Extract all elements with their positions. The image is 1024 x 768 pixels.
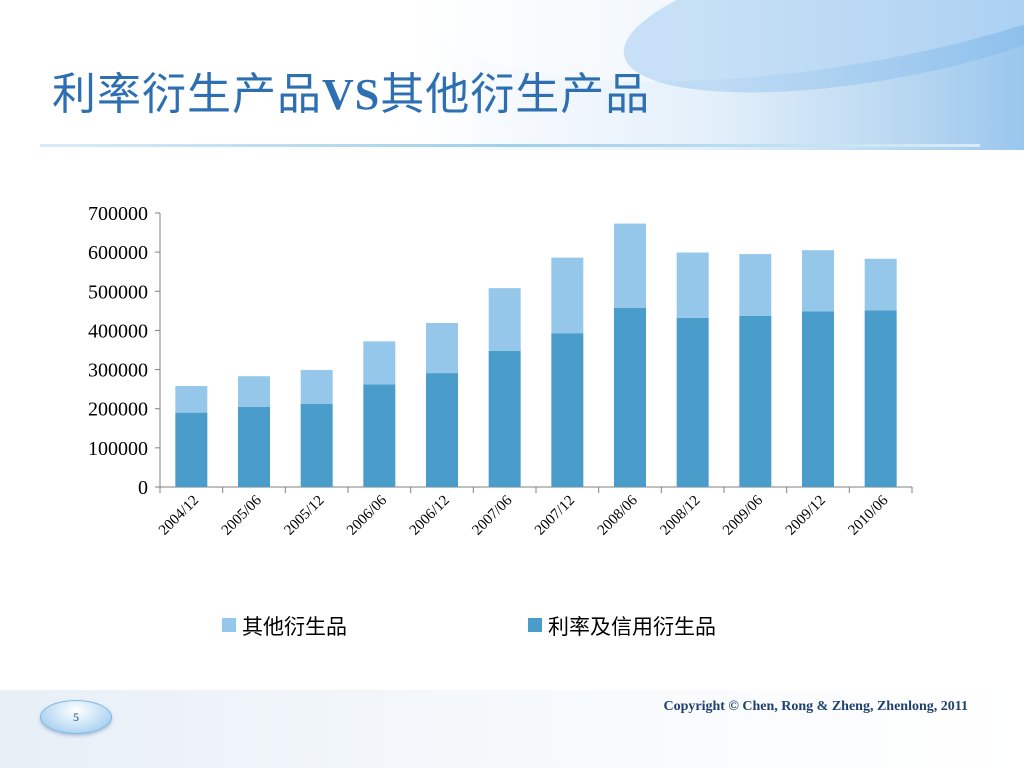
x-tick-label: 2008/12 [657,493,703,539]
bar-interest-credit-derivatives [488,350,521,487]
page-number-badge: 5 [40,700,112,734]
footer-background [0,690,1024,768]
bar-other-derivatives [426,322,458,374]
legend-label: 其他衍生品 [242,615,347,639]
title-part-1: 利率衍生产品 [52,69,322,120]
bar-interest-credit-derivatives [676,317,709,487]
x-tick-label: 2007/12 [532,493,578,539]
x-tick-label: 2004/12 [156,493,202,539]
bar-interest-credit-derivatives [300,404,333,487]
bar-other-derivatives [551,257,584,334]
legend-swatch [528,618,542,632]
bar-other-derivatives [238,376,270,407]
bar-other-derivatives [739,254,772,316]
bar-other-derivatives [802,250,834,312]
bar-other-derivatives [864,258,897,311]
x-tick-label: 2010/06 [845,492,891,538]
bar-interest-credit-derivatives [238,406,270,487]
title-part-2: 其他衍生产品 [380,69,651,120]
x-tick-label: 2007/06 [469,492,515,538]
x-tick-label: 2006/12 [407,493,453,539]
y-tick-label: 300000 [88,360,148,382]
y-tick-label: 400000 [88,320,148,342]
slide-title: 利率衍生产品VS其他衍生产品 [52,58,650,122]
bar-other-derivatives [614,223,646,308]
header-background [0,0,1024,150]
legend-label: 利率及信用衍生品 [548,615,716,639]
bar-interest-credit-derivatives [739,315,772,487]
y-tick-label: 500000 [88,281,148,303]
bar-interest-credit-derivatives [864,310,897,487]
bar-other-derivatives [363,341,396,385]
y-tick-label: 600000 [88,242,148,264]
bar-interest-credit-derivatives [802,311,834,487]
y-tick-label: 200000 [88,399,148,421]
x-tick-label: 2009/06 [720,492,766,538]
x-tick-label: 2008/06 [595,492,641,538]
stacked-bar-chart: 0 100000 200000 300000 400000 500000 600000 700… [88,203,913,639]
bar-interest-credit-derivatives [175,412,208,487]
bar-interest-credit-derivatives [551,333,584,487]
bar-interest-credit-derivatives [426,373,458,487]
bar-other-derivatives [175,386,208,413]
legend-swatch [222,618,236,632]
bar-other-derivatives [676,252,709,318]
x-tick-label: 2005/12 [281,493,327,539]
title-vs: VS [322,70,381,119]
copyright-text: Copyright © Chen, Rong & Zheng, Zhenlong… [663,699,968,714]
y-tick-label: 0 [138,477,148,499]
bar-interest-credit-derivatives [614,307,646,487]
x-tick-label: 2009/12 [783,493,829,539]
bar-interest-credit-derivatives [363,384,396,487]
title-divider [40,144,980,147]
x-tick-label: 2005/06 [219,492,265,538]
x-tick-label: 2006/06 [344,492,390,538]
y-tick-label: 700000 [88,203,148,225]
bar-other-derivatives [488,288,521,351]
y-tick-label: 100000 [88,438,148,460]
bar-other-derivatives [300,369,333,405]
